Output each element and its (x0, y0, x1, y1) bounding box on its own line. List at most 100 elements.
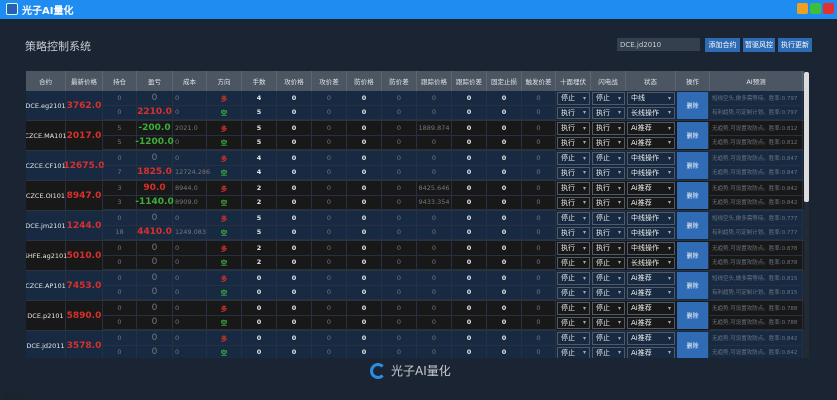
param-value[interactable]: 0 (522, 165, 556, 180)
param-value[interactable]: 0 (277, 151, 312, 166)
param-value[interactable]: 0 (452, 271, 487, 286)
param-value[interactable]: 0 (417, 345, 452, 358)
state-select[interactable]: 中线操作 ▾ (627, 212, 675, 225)
state-select[interactable]: Ai推荐 ▾ (627, 196, 675, 209)
param-value[interactable]: 0 (487, 165, 522, 180)
param-value[interactable]: 0 (347, 271, 382, 286)
delete-button[interactable]: 删除 (677, 182, 709, 209)
param-value[interactable]: 0 (487, 121, 522, 136)
param-value[interactable]: 0 (312, 91, 347, 106)
param-value[interactable]: 0 (277, 285, 312, 300)
param-value[interactable]: 0 (487, 181, 522, 196)
param-value[interactable]: 0 (277, 165, 312, 180)
param-value[interactable]: 0 (382, 315, 417, 330)
param-value[interactable]: 0 (417, 331, 452, 346)
param-value[interactable]: 0 (312, 331, 347, 346)
param-value[interactable]: 0 (452, 301, 487, 316)
param-value[interactable]: 0 (522, 151, 556, 166)
param-value[interactable]: 0 (312, 285, 347, 300)
param-value[interactable]: 0 (417, 285, 452, 300)
param-value[interactable]: 0 (347, 225, 382, 240)
param-value[interactable]: 0 (522, 195, 556, 210)
state-select[interactable]: Ai推荐 ▾ (627, 332, 675, 345)
delete-button[interactable]: 删除 (677, 212, 709, 239)
state-select[interactable]: Ai推荐 ▾ (627, 136, 675, 149)
blitz-select[interactable]: 停止 ▾ (592, 152, 625, 165)
scrollbar[interactable] (804, 71, 809, 358)
param-value[interactable]: 0 (452, 181, 487, 196)
param-value[interactable]: 0 (452, 211, 487, 226)
param-value[interactable]: 0 (522, 331, 556, 346)
state-select[interactable]: 中线操作 ▾ (627, 166, 675, 179)
add-contract-button[interactable]: 添加合约 (705, 38, 740, 52)
state-select[interactable]: 长线操作 ▾ (627, 256, 675, 269)
param-value[interactable]: 0 (452, 135, 487, 150)
param-value[interactable]: 0 (312, 315, 347, 330)
param-value[interactable]: 0 (417, 91, 452, 106)
delete-button[interactable]: 删除 (677, 302, 709, 329)
param-value[interactable]: 0 (347, 301, 382, 316)
ambush-select[interactable]: 停止 ▾ (557, 212, 590, 225)
param-value[interactable]: 0 (277, 91, 312, 106)
blitz-select[interactable]: 停止 ▾ (592, 212, 625, 225)
param-value[interactable]: 0 (382, 225, 417, 240)
param-value[interactable]: 0 (417, 151, 452, 166)
param-value[interactable]: 0 (277, 225, 312, 240)
param-value[interactable]: 0 (347, 91, 382, 106)
param-value[interactable]: 0 (452, 255, 487, 270)
blitz-select[interactable]: 停止 ▾ (592, 316, 625, 329)
blitz-select[interactable]: 执行 ▾ (592, 242, 625, 255)
param-value[interactable]: 0 (277, 315, 312, 330)
maximize-icon[interactable] (810, 3, 821, 14)
param-value[interactable]: 0 (522, 315, 556, 330)
blitz-select[interactable]: 执行 ▾ (592, 166, 625, 179)
contract-input[interactable] (617, 38, 700, 51)
param-value[interactable]: 0 (452, 151, 487, 166)
ambush-select[interactable]: 停止 ▾ (557, 256, 590, 269)
param-value[interactable]: 0 (417, 165, 452, 180)
param-value[interactable]: 0 (452, 121, 487, 136)
param-value[interactable]: 0 (312, 211, 347, 226)
ambush-select[interactable]: 停止 ▾ (557, 286, 590, 299)
param-value[interactable]: 0 (487, 271, 522, 286)
param-value[interactable]: 0 (382, 151, 417, 166)
ambush-select[interactable]: 停止 ▾ (557, 92, 590, 105)
param-value[interactable]: 0 (312, 165, 347, 180)
param-value[interactable]: 0 (522, 91, 556, 106)
param-value[interactable]: 0 (487, 315, 522, 330)
param-value[interactable]: 0 (452, 225, 487, 240)
ambush-select[interactable]: 停止 ▾ (557, 332, 590, 345)
blitz-select[interactable]: 停止 ▾ (592, 272, 625, 285)
blitz-select[interactable]: 执行 ▾ (592, 196, 625, 209)
param-value[interactable]: 0 (382, 255, 417, 270)
param-value[interactable]: 0 (522, 211, 556, 226)
param-value[interactable]: 0 (487, 241, 522, 256)
param-value[interactable]: 0 (382, 105, 417, 120)
param-value[interactable]: 0 (417, 255, 452, 270)
param-value[interactable]: 0 (417, 241, 452, 256)
param-value[interactable]: 0 (382, 181, 417, 196)
param-value[interactable]: 0 (312, 151, 347, 166)
ambush-select[interactable]: 停止 ▾ (557, 316, 590, 329)
param-value[interactable]: 0 (417, 135, 452, 150)
param-value[interactable]: 0 (417, 301, 452, 316)
ambush-select[interactable]: 执行 ▾ (557, 136, 590, 149)
param-value[interactable]: 0 (452, 105, 487, 120)
state-select[interactable]: 中线操作 ▾ (627, 226, 675, 239)
param-value[interactable]: 0 (347, 105, 382, 120)
blitz-select[interactable]: 执行 ▾ (592, 106, 625, 119)
delete-button[interactable]: 删除 (677, 272, 709, 299)
ambush-select[interactable]: 停止 ▾ (557, 346, 590, 358)
param-value[interactable]: 9433.354 (417, 195, 452, 210)
ambush-select[interactable]: 执行 ▾ (557, 122, 590, 135)
param-value[interactable]: 0 (417, 271, 452, 286)
param-value[interactable]: 0 (522, 135, 556, 150)
param-value[interactable]: 0 (487, 211, 522, 226)
param-value[interactable]: 0 (382, 121, 417, 136)
param-value[interactable]: 0 (522, 181, 556, 196)
param-value[interactable]: 0 (347, 331, 382, 346)
param-value[interactable]: 0 (522, 255, 556, 270)
state-select[interactable]: 长线操作 ▾ (627, 106, 675, 119)
param-value[interactable]: 0 (312, 225, 347, 240)
param-value[interactable]: 0 (312, 301, 347, 316)
